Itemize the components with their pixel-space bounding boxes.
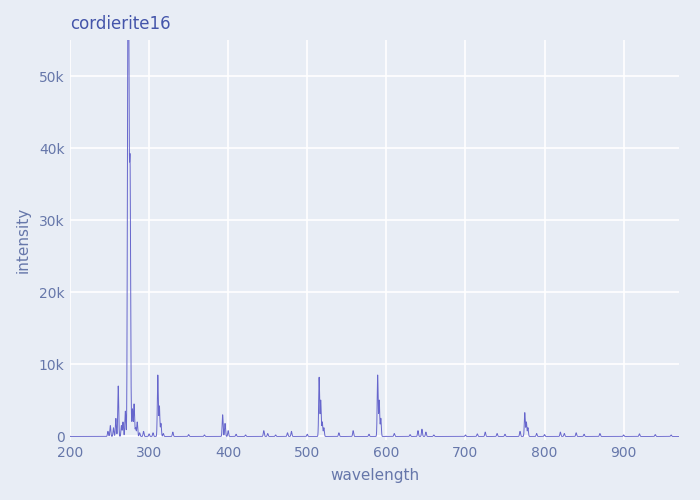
Text: cordierite16: cordierite16 [70,15,171,33]
Y-axis label: intensity: intensity [15,207,30,273]
X-axis label: wavelength: wavelength [330,468,419,483]
